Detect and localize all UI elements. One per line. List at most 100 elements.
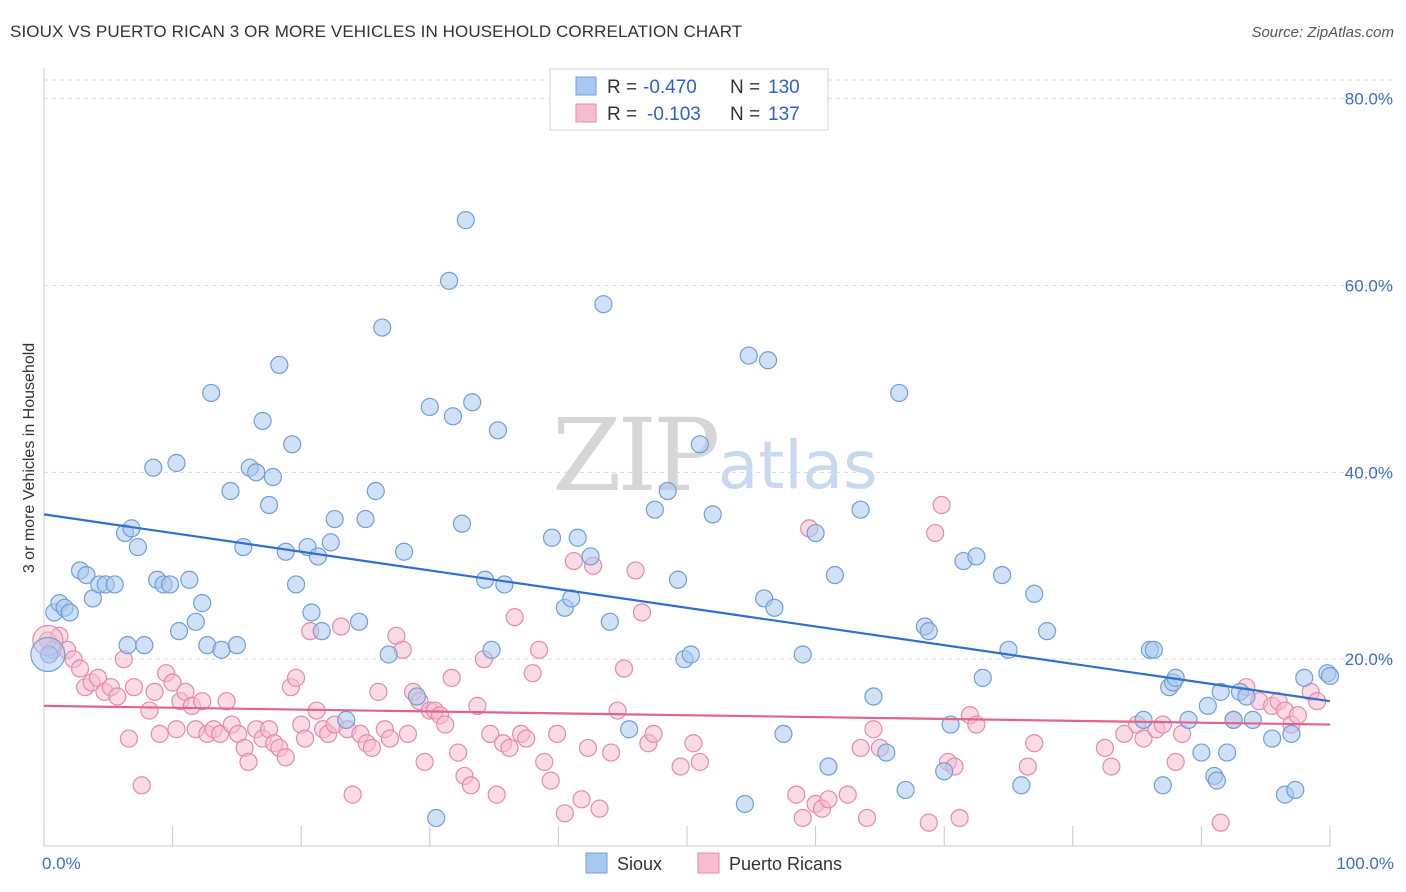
sioux-point (30, 636, 66, 673)
puerto-ricans-point (1102, 757, 1121, 776)
sioux-point (456, 211, 475, 230)
puerto-ricans-point (857, 808, 877, 828)
sioux-point (864, 687, 883, 706)
sioux-point (227, 636, 246, 655)
sioux-point (542, 528, 562, 547)
sioux-point (60, 603, 79, 622)
sioux-point (819, 757, 838, 776)
bottom-legend-pr-label: Puerto Ricans (729, 854, 842, 874)
sioux-point (394, 542, 414, 561)
sioux-point (302, 603, 321, 622)
puerto-ricans-point (295, 729, 315, 748)
puerto-ricans-point (787, 785, 806, 804)
puerto-ricans-point (1166, 752, 1185, 772)
sioux-point (581, 547, 600, 566)
sioux-point (1012, 776, 1031, 795)
puerto-ricans-point (119, 729, 138, 748)
puerto-ricans-point (505, 608, 524, 627)
sioux-point (896, 780, 915, 800)
sioux-points (30, 211, 1340, 828)
sioux-point (286, 575, 306, 594)
puerto-ricans-point (564, 551, 583, 571)
sioux-point (1192, 743, 1211, 762)
puerto-ricans-point (864, 720, 883, 739)
sioux-point (774, 724, 793, 744)
puerto-ricans-point (530, 640, 549, 659)
puerto-ricans-point (132, 776, 151, 795)
puerto-ricans-point (145, 682, 164, 701)
puerto-ricans-point (369, 682, 388, 701)
grid-lines (44, 79, 1392, 660)
x-axis-ticks (43, 826, 1331, 846)
puerto-ricans-point (517, 729, 536, 748)
puerto-ricans-point (442, 668, 461, 687)
puerto-ricans-point (632, 603, 652, 622)
puerto-ricans-point (1288, 706, 1307, 725)
sioux-point (160, 575, 180, 594)
sioux-point (420, 397, 439, 417)
puerto-ricans-point (343, 785, 362, 804)
puerto-ricans-point (217, 692, 236, 711)
puerto-ricans-point (239, 752, 258, 772)
sioux-point (259, 495, 279, 515)
sioux-point (1263, 729, 1282, 748)
legend-sioux-r-label: R = (607, 77, 637, 98)
puerto-ricans-point (331, 617, 351, 636)
sioux-point (373, 318, 392, 337)
sioux-point (193, 594, 212, 613)
puerto-ricans-point (163, 673, 182, 692)
legend-pr-r-value: -0.103 (647, 104, 701, 125)
sioux-point (105, 575, 124, 594)
puerto-ricans-point (819, 790, 838, 809)
sioux-point (234, 537, 253, 557)
legend-sioux-n-value: 130 (768, 77, 800, 98)
watermark: ZIP atlas (552, 397, 878, 514)
sioux-point (169, 622, 189, 641)
puerto-ricans-point (614, 659, 634, 678)
puerto-ricans-point (690, 752, 709, 772)
sioux-point (452, 514, 472, 533)
bottom-legend: Sioux Puerto Ricans (585, 852, 842, 874)
sioux-point (356, 509, 375, 529)
puerto-ricans-point (1211, 813, 1230, 832)
puerto-ricans-point (644, 724, 663, 744)
sioux-point (992, 565, 1012, 585)
sioux-point (568, 528, 587, 547)
puerto-ricans-point (468, 696, 487, 715)
puerto-ricans-point (362, 738, 382, 758)
sioux-point (877, 743, 896, 762)
puerto-ricans-point (140, 701, 159, 720)
sioux-point (167, 453, 186, 473)
sioux-point (806, 523, 825, 543)
x-max-label: 100.0% (1336, 854, 1394, 873)
sioux-point (681, 645, 700, 664)
sioux-point (202, 383, 221, 403)
svg-text:atlas: atlas (718, 427, 878, 504)
puerto-ricans-point (926, 523, 945, 543)
sioux-point (118, 636, 137, 655)
sioux-point (1286, 780, 1305, 800)
puerto-ricans-point (950, 808, 969, 828)
sioux-point (935, 762, 954, 781)
sioux-point (1025, 584, 1044, 603)
sioux-point (253, 411, 272, 431)
sioux-point (482, 640, 501, 659)
legend-pr-n-label: N = (730, 104, 760, 125)
sioux-point (77, 565, 96, 585)
sioux-point (321, 533, 340, 552)
sioux-point (735, 794, 754, 814)
puerto-ricans-point (541, 771, 560, 790)
puerto-ricans-point (578, 738, 598, 758)
sioux-point (488, 421, 508, 440)
sioux-point (1295, 668, 1314, 687)
puerto-ricans-point (448, 743, 468, 762)
x-min-label: 0.0% (42, 854, 81, 873)
puerto-ricans-point (608, 701, 627, 720)
sioux-point (495, 575, 514, 594)
y-axis-tick-labels: 20.0% 40.0% 60.0% 80.0% (1345, 90, 1393, 669)
sioux-point (1211, 682, 1230, 701)
sioux-point (144, 458, 163, 477)
puerto-ricans-point (167, 720, 186, 739)
sioux-point (1144, 640, 1163, 659)
sioux-point (1320, 666, 1340, 686)
